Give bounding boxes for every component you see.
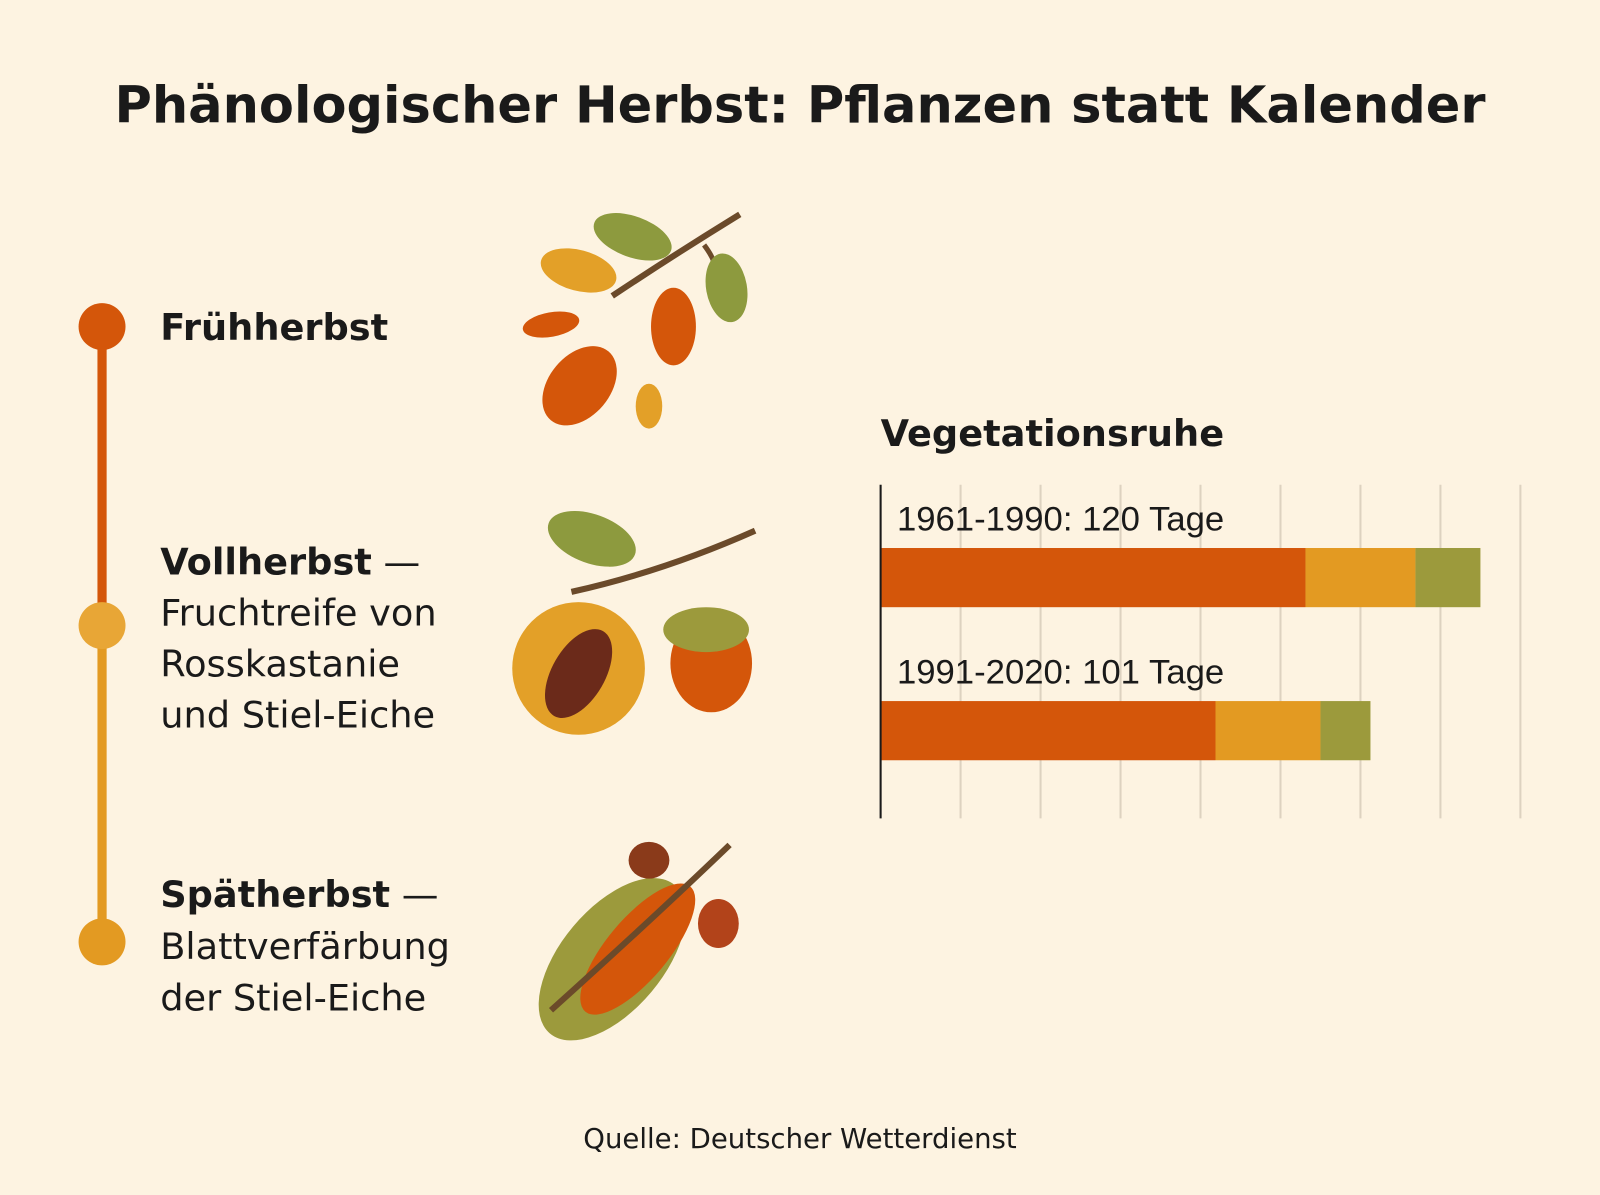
timeline-text: Rosskastanie (160, 643, 400, 686)
timeline-dash: — (402, 873, 439, 916)
bar-segment (1320, 701, 1371, 761)
bar-segment (1305, 548, 1416, 608)
timeline-label: Frühherbst (160, 306, 388, 349)
bar-segment (1215, 701, 1321, 761)
fruit-illustration (512, 510, 757, 735)
chart-title: Vegetationsruhe (881, 412, 1225, 455)
timeline-label: Vollherbst — (160, 541, 420, 584)
timeline-heading: Vollherbst (160, 541, 372, 584)
bar-segment (1415, 548, 1481, 608)
timeline-text: Blattverfärbung (160, 925, 450, 968)
timeline-text: und Stiel-Eiche (160, 694, 435, 737)
oak-leaf-illustration (538, 841, 739, 1041)
bar-chart: 1961-1990: 120 Tage 1991-2020: 101 Tage (879, 484, 1522, 819)
timeline-dot (78, 602, 126, 650)
timeline-text: der Stiel-Eiche (160, 976, 426, 1019)
title: Phänologischer Herbst: Pflanzen statt Ka… (114, 77, 1486, 136)
bar-segment (880, 548, 1306, 608)
category-label: 1961-1990: 120 Tage (897, 501, 1224, 539)
timeline-heading: Spätherbst (160, 873, 390, 916)
timeline-text: Fruchtreife von (160, 592, 436, 635)
timeline-label: Spätherbst — (160, 873, 438, 916)
timeline-dot (78, 918, 126, 966)
bar-segment (880, 701, 1216, 761)
timeline-dash: — (384, 541, 421, 584)
category-label: 1991-2020: 101 Tage (897, 654, 1224, 692)
source: Quelle: Deutscher Wetterdienst (583, 1123, 1017, 1155)
leaves-illustration (522, 211, 748, 429)
timeline-dot (78, 303, 126, 351)
timeline-heading: Frühherbst (160, 306, 388, 349)
